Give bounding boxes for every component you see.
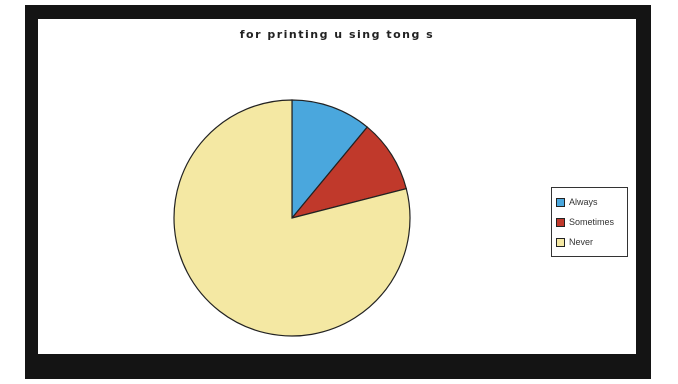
legend-item-sometimes: Sometimes xyxy=(556,212,627,232)
legend-item-always: Always xyxy=(556,192,627,212)
legend-swatch-always xyxy=(556,198,565,207)
legend: Always Sometimes Never xyxy=(551,187,628,257)
legend-label-sometimes: Sometimes xyxy=(569,217,614,227)
legend-label-always: Always xyxy=(569,197,598,207)
legend-item-never: Never xyxy=(556,232,627,252)
legend-swatch-never xyxy=(556,238,565,247)
legend-swatch-sometimes xyxy=(556,218,565,227)
legend-label-never: Never xyxy=(569,237,593,247)
